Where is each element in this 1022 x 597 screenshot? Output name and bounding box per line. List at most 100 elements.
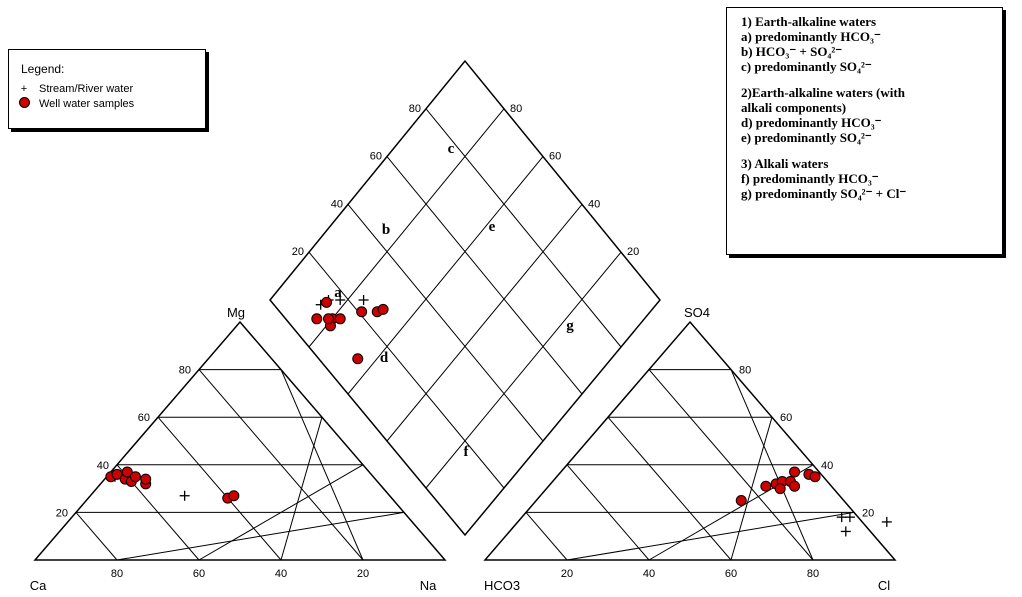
- cation-gridline: [280, 369, 364, 561]
- zone-label-e: e: [489, 219, 496, 235]
- diamond-right-tick: 20: [627, 246, 639, 258]
- group2-title: 2)Earth-alkaline waters (with: [741, 85, 905, 100]
- class-f: f) predominantly HCO₃⁻: [741, 171, 879, 186]
- cation-right-vertex-label: Na: [420, 578, 437, 593]
- stream-water-point: [836, 512, 847, 523]
- diamond-right-tick: 80: [510, 103, 522, 115]
- zone-label-g: g: [566, 318, 574, 334]
- anion-top-vertex-label: SO4: [684, 305, 710, 320]
- plus-marker-icon: +: [20, 83, 28, 95]
- well-water-point: [228, 490, 240, 502]
- zone-label-c: c: [448, 141, 455, 157]
- group2-title-cont: alkali components): [741, 100, 847, 115]
- diamond-gridline: [308, 251, 505, 489]
- diamond-left-tick: 80: [409, 103, 421, 115]
- cation-left-tick: 20: [56, 507, 68, 519]
- diamond-gridline: [308, 108, 505, 348]
- diamond-gridline: [347, 204, 544, 442]
- stream-water-point: [335, 295, 346, 305]
- well-water-point: [140, 473, 152, 485]
- cation-left-tick: 40: [97, 460, 109, 472]
- diamond-right-tick: 40: [588, 198, 600, 210]
- zone-label-a: a: [334, 285, 342, 301]
- zone-label-f: f: [464, 444, 470, 460]
- cation-bottom-tick: 80: [111, 568, 123, 580]
- cation-bottom-tick: 60: [193, 568, 205, 580]
- legend-label-well: Well water samples: [39, 98, 135, 110]
- well-water-point: [809, 471, 821, 483]
- legend: Legend: + Stream/River water Well water …: [8, 49, 206, 129]
- well-water-point: [789, 480, 801, 492]
- anion-right-tick: 80: [739, 365, 751, 377]
- cation-gridline: [198, 464, 364, 561]
- diamond-left-tick: 40: [331, 198, 343, 210]
- anion-right-tick: 20: [862, 507, 874, 519]
- well-water-point: [111, 468, 123, 480]
- cation-gridline: [75, 512, 118, 561]
- anion-bottom-tick: 20: [561, 568, 573, 580]
- well-water-point: [121, 466, 133, 478]
- stream-water-point: [881, 516, 892, 527]
- legend-title: Legend:: [21, 62, 65, 76]
- anion-right-vertex-label: Cl: [878, 578, 890, 593]
- diamond-gridline: [386, 204, 583, 442]
- well-water-point: [129, 471, 141, 483]
- anion-bottom-tick: 80: [807, 568, 819, 580]
- anion-gridline: [730, 369, 814, 561]
- well-water-point: [323, 313, 334, 325]
- well-water-point: [334, 313, 346, 325]
- class-e: e) predominantly SO₄²⁻: [741, 130, 872, 145]
- well-water-point: [789, 466, 801, 478]
- well-water-point: [735, 495, 747, 506]
- cation-top-vertex-label: Mg: [227, 305, 245, 320]
- cation-left-tick: 80: [179, 365, 191, 377]
- legend-item-stream: + Stream/River water: [17, 83, 133, 95]
- class-g: g) predominantly SO₄²⁻ + Cl⁻: [741, 186, 907, 201]
- cation-bottom-tick: 40: [275, 568, 287, 580]
- anion-left-vertex-label: HCO3: [484, 578, 520, 593]
- well-water-point: [352, 353, 364, 365]
- diamond-left-tick: 60: [370, 151, 382, 163]
- well-water-point: [321, 296, 333, 308]
- group3-title: 3) Alkali waters: [741, 156, 829, 171]
- zone-label-d: d: [380, 350, 389, 366]
- well-water-point: [356, 306, 368, 318]
- cation-bottom-tick: 20: [357, 568, 369, 580]
- cation-left-vertex-label: Ca: [30, 578, 47, 593]
- class-d: d) predominantly HCO₃⁻: [741, 115, 882, 130]
- well-water-point: [774, 483, 786, 495]
- anion-bottom-tick: 40: [643, 568, 655, 580]
- anion-gridline: [648, 369, 814, 561]
- anion-right-tick: 60: [780, 412, 792, 424]
- diamond-gridline: [425, 108, 622, 348]
- well-water-point: [377, 303, 389, 315]
- zone-label-b: b: [382, 222, 390, 238]
- diamond-left-tick: 20: [292, 246, 304, 258]
- cation-gridline: [198, 369, 364, 561]
- cation-left-tick: 60: [138, 412, 150, 424]
- anion-right-tick: 40: [821, 460, 833, 472]
- diamond-right-tick: 60: [549, 151, 561, 163]
- class-b: b) HCO₃⁻ + SO₄²⁻: [741, 44, 843, 59]
- diamond-gridline: [386, 156, 583, 395]
- anion-gridline: [566, 464, 650, 561]
- anion-gridline: [607, 416, 732, 561]
- classification-box: 1) Earth-alkaline waters a) predominantl…: [726, 7, 1003, 255]
- anion-gridline: [525, 512, 568, 561]
- stream-water-point: [179, 490, 190, 501]
- cation-gridline: [157, 416, 282, 561]
- diamond-gridline: [425, 251, 622, 489]
- anion-triangle-frame: [483, 320, 897, 561]
- cation-triangle-frame: [33, 320, 447, 561]
- stream-water-point: [840, 526, 851, 537]
- well-water-point: [311, 313, 323, 325]
- red-dot-marker-icon: [18, 97, 30, 108]
- diamond-gridline: [347, 156, 544, 395]
- class-c: c) predominantly SO₄²⁻: [741, 59, 872, 74]
- legend-item-well: Well water samples: [17, 97, 134, 111]
- legend-label-stream: Stream/River water: [39, 83, 134, 95]
- group1-title: 1) Earth-alkaline waters: [741, 14, 877, 29]
- class-a: a) predominantly HCO₃⁻: [741, 29, 881, 44]
- diamond-frame: [269, 59, 661, 537]
